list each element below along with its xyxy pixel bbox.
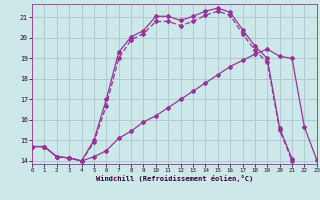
X-axis label: Windchill (Refroidissement éolien,°C): Windchill (Refroidissement éolien,°C)	[96, 175, 253, 182]
